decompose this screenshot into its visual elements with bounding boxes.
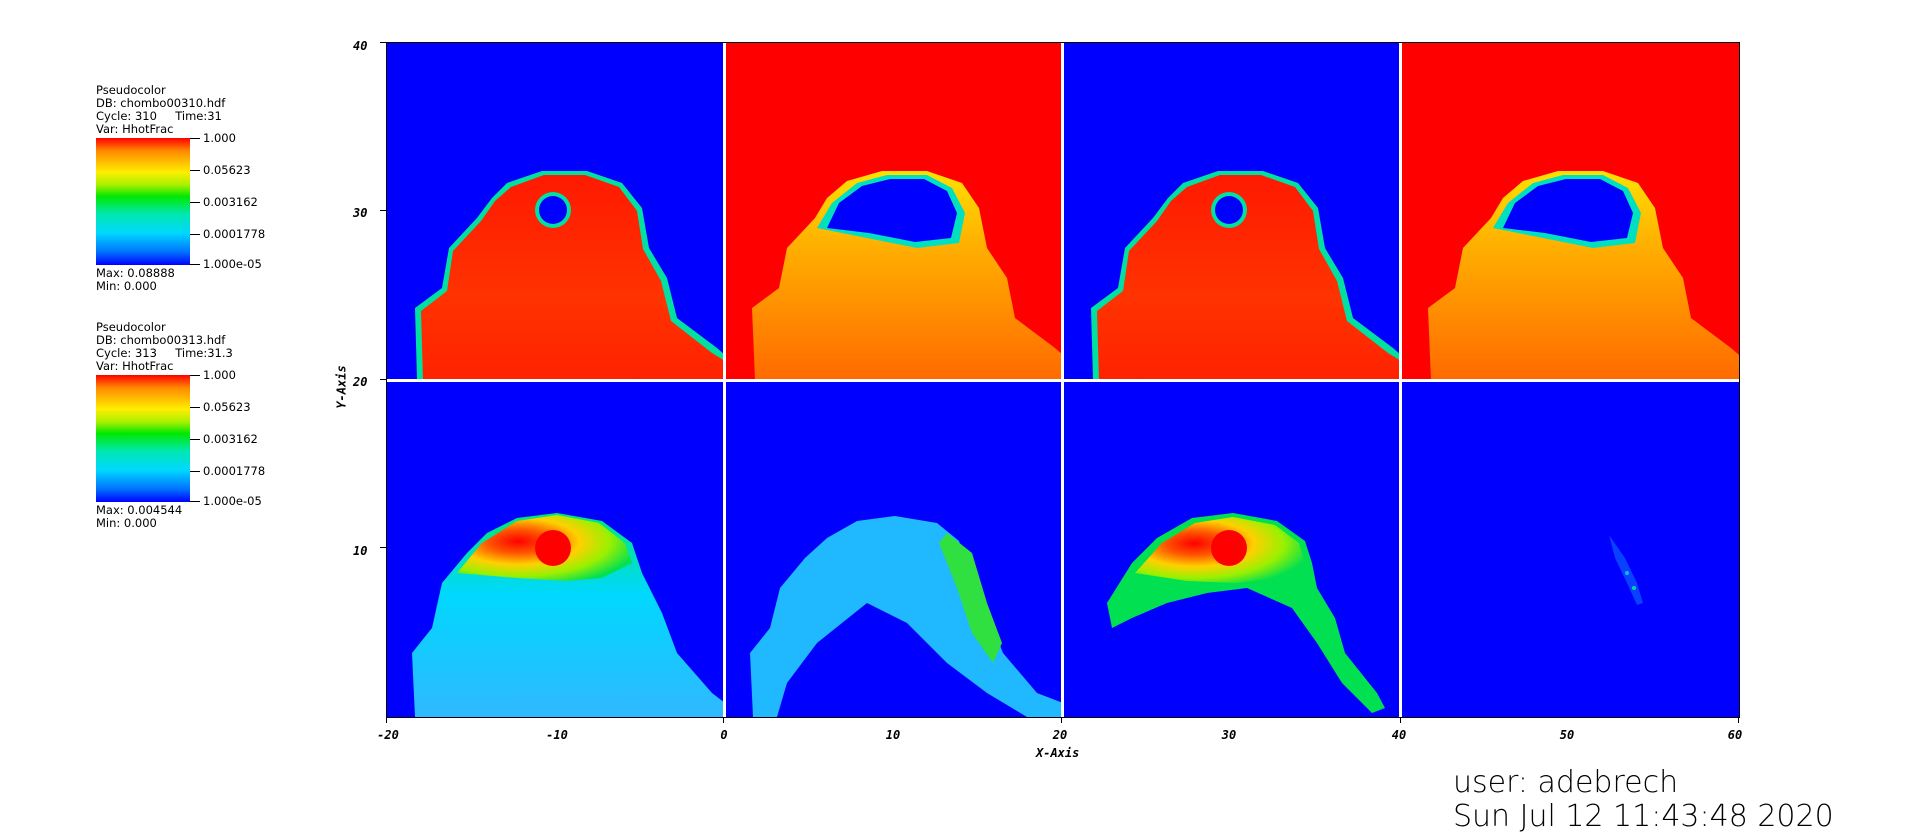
- x-tick-label: 10: [885, 728, 901, 742]
- plot-area[interactable]: [386, 42, 1740, 718]
- x-tick-label: 50: [1559, 728, 1575, 742]
- user-name: user: adebrech: [1453, 765, 1679, 800]
- legend-2-min: Min: 0.000: [96, 516, 157, 530]
- panel-top-4: [1401, 43, 1739, 380]
- legend-2-tick: [190, 439, 200, 440]
- legend-2: Pseudocolor DB: chombo00313.hdf Cycle: 3…: [96, 321, 286, 530]
- y-tickmark: [380, 42, 386, 43]
- legend-2-cycle: Cycle: 313: [96, 346, 157, 360]
- x-tick-label: 0: [720, 728, 728, 742]
- legend-1-cycle: Cycle: 310: [96, 109, 157, 123]
- y-tickmark: [380, 210, 386, 211]
- legend-1-db: DB: chombo00310.hdf: [96, 96, 226, 110]
- legend-1-max: Max: 0.08888: [96, 266, 175, 280]
- legend-2-plot-type: Pseudocolor: [96, 320, 166, 334]
- legend-2-var: Var: HhotFrac: [96, 359, 174, 373]
- panel-bottom-1: [387, 380, 725, 717]
- panel-top-3: [1063, 43, 1401, 380]
- x-tick-label: 40: [1391, 728, 1407, 742]
- legend-1-cycle-time: Cycle: 310 Time:31: [96, 110, 286, 123]
- legend-1-tick: [190, 138, 200, 139]
- legend-2-tick: [190, 407, 200, 408]
- legend-2-cycle-time: Cycle: 313 Time:31.3: [96, 347, 286, 360]
- x-tick-label: -10: [546, 728, 568, 742]
- y-tickmark: [380, 379, 386, 380]
- legend-1-var: Var: HhotFrac: [96, 122, 174, 136]
- legend-2-tick-label: 1.000e-05: [203, 494, 262, 508]
- timestamp: Sun Jul 12 11:43:48 2020: [1453, 799, 1834, 834]
- x-tickmark: [723, 717, 724, 723]
- legend-2-tick-label: 1.000: [203, 368, 236, 382]
- separator-h: [387, 379, 1739, 382]
- x-tick-label: 30: [1221, 728, 1237, 742]
- legend-1-plot-type: Pseudocolor: [96, 83, 166, 97]
- legend-2-tick-label: 0.05623: [203, 400, 251, 414]
- legend-2-db: DB: chombo00313.hdf: [96, 333, 226, 347]
- legend-1-tick-label: 0.0001778: [203, 227, 266, 241]
- y-tick-label: 30: [353, 206, 368, 220]
- legend-2-max: Max: 0.004544: [96, 503, 183, 517]
- legend-1-tick-label: 1.000e-05: [203, 257, 262, 271]
- legend-1-min: Min: 0.000: [96, 279, 157, 293]
- legend-2-tick: [190, 501, 200, 502]
- legend-2-tick-label: 0.003162: [203, 432, 258, 446]
- legend-2-tick: [190, 375, 200, 376]
- legend-1-tick: [190, 202, 200, 203]
- x-tickmark: [1400, 717, 1401, 723]
- legend-1-tick-label: 1.000: [203, 131, 236, 145]
- panel-bottom-2: [725, 380, 1063, 717]
- x-tick-label: -20: [377, 728, 399, 742]
- plot-canvas: [387, 43, 1739, 717]
- legend-1-tick-label: 0.003162: [203, 195, 258, 209]
- x-tickmark: [386, 717, 387, 723]
- y-tick-label: 40: [353, 39, 368, 53]
- y-tick-label: 10: [353, 544, 368, 558]
- legend-2-time: Time:31.3: [175, 346, 233, 360]
- legend-2-tick: [190, 471, 200, 472]
- legend-1: Pseudocolor DB: chombo00310.hdf Cycle: 3…: [96, 84, 286, 293]
- x-tickmark: [1061, 717, 1062, 723]
- user-info: user: adebrech Sun Jul 12 11:43:48 2020: [1453, 766, 1834, 834]
- legend-1-tick: [190, 264, 200, 265]
- panel-top-1: [387, 43, 725, 380]
- y-tick-label: 20: [353, 375, 368, 389]
- legend-1-tick-label: 0.05623: [203, 163, 251, 177]
- x-axis-title: X-Axis: [1036, 746, 1080, 760]
- y-axis-title: Y-Axis: [334, 365, 349, 409]
- x-tickmark: [1738, 717, 1739, 723]
- panel-bottom-3: [1063, 380, 1401, 717]
- y-tickmark: [380, 547, 386, 548]
- legend-1-tick: [190, 170, 200, 171]
- x-tick-label: 20: [1052, 728, 1068, 742]
- legend-2-tick-label: 0.0001778: [203, 464, 266, 478]
- legend-1-time: Time:31: [175, 109, 222, 123]
- panel-top-2: [725, 43, 1063, 380]
- legend-1-colorbar: [96, 138, 190, 265]
- x-tick-label: 60: [1727, 728, 1743, 742]
- panel-bottom-4: [1401, 380, 1739, 717]
- legend-2-colorbar: [96, 375, 190, 502]
- legend-1-tick: [190, 234, 200, 235]
